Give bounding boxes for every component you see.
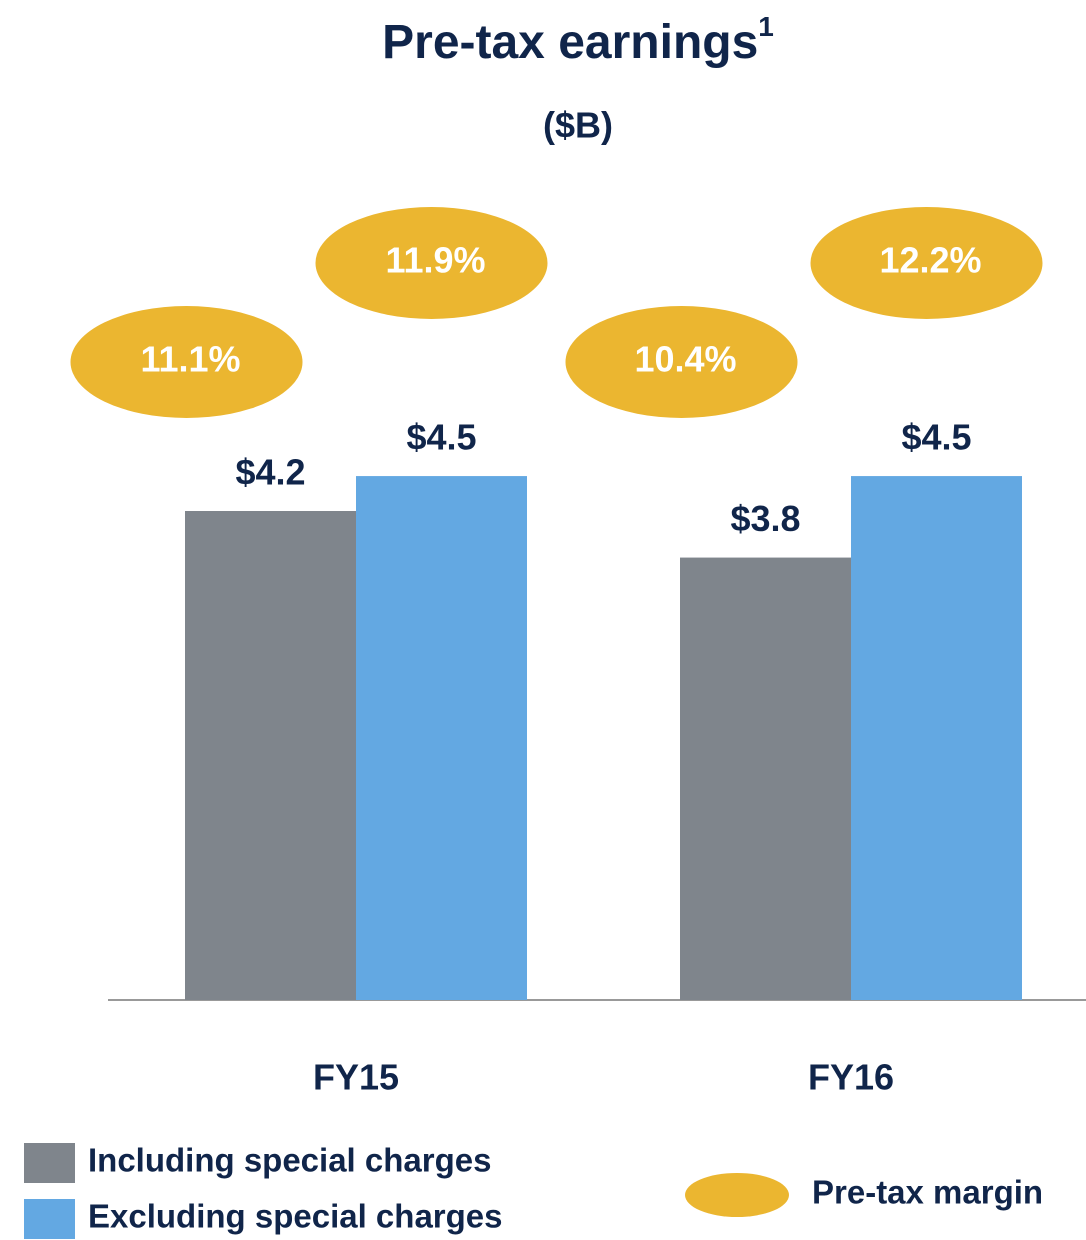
margin-bubble (565, 306, 798, 418)
legend-label: Including special charges (88, 1142, 491, 1179)
margin-bubble (810, 207, 1043, 319)
value-label: $3.8 (730, 498, 800, 539)
bar (356, 476, 527, 1001)
margin-label: 11.9% (385, 240, 485, 281)
legend-swatch (24, 1143, 75, 1183)
value-label: $4.2 (235, 452, 305, 493)
legend-label: Excluding special charges (88, 1198, 503, 1235)
legend-swatch (685, 1173, 789, 1217)
legend-swatch (24, 1199, 75, 1239)
title-text: Pre-tax earnings (382, 16, 758, 69)
bar (185, 511, 356, 1000)
value-label: $4.5 (901, 417, 971, 458)
title-superscript: 1 (758, 11, 774, 42)
chart-subtitle: ($B) (543, 105, 613, 146)
margin-label: 12.2% (879, 240, 981, 281)
legend-label: Pre-tax margin (812, 1174, 1043, 1211)
x-tick-label: FY15 (313, 1057, 399, 1098)
margin-bubble (315, 207, 548, 319)
value-label: $4.5 (406, 417, 476, 458)
margin-label: 11.1% (140, 339, 240, 380)
bar (851, 476, 1022, 1001)
margin-label: 10.4% (634, 339, 736, 380)
chart-title: Pre-tax earnings1 (382, 11, 774, 68)
margin-bubble (70, 306, 303, 418)
x-tick-label: FY16 (808, 1057, 894, 1098)
bar (680, 557, 851, 1000)
